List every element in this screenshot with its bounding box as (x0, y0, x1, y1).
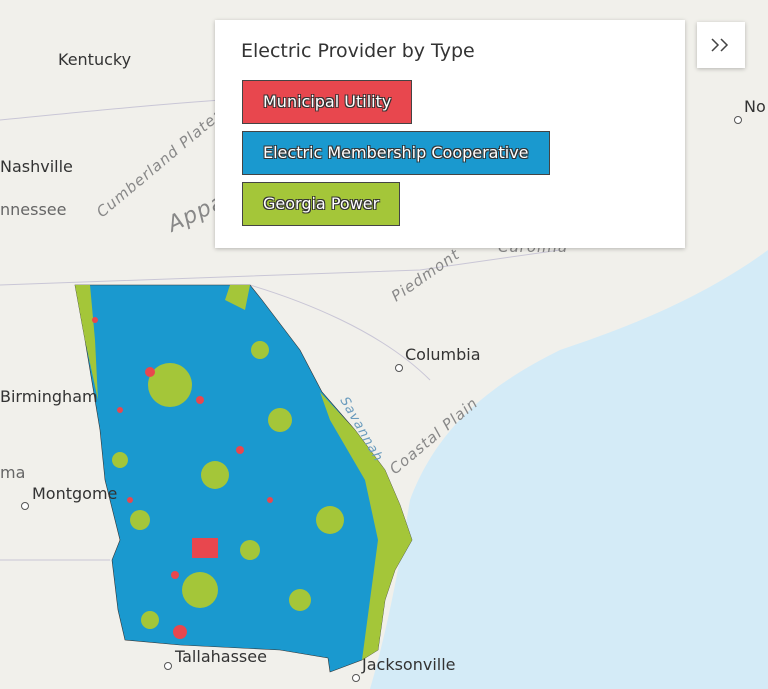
legend-title: Electric Provider by Type (241, 40, 475, 62)
map-label: Kentucky (58, 50, 131, 69)
map-label: Birmingham (0, 387, 98, 406)
collapse-button[interactable] (697, 22, 745, 68)
chevron-icon (711, 38, 729, 52)
map-label: Tallahassee (174, 647, 267, 666)
map-label: ma (0, 463, 25, 482)
municipal-areas (92, 317, 273, 639)
map-label: nnessee (0, 200, 66, 219)
map-label: Jacksonville (361, 655, 456, 674)
legend-panel: Electric Provider by Type Municipal Util… (215, 20, 685, 248)
map-label: No (744, 97, 766, 116)
legend-item[interactable]: Georgia Power (242, 182, 401, 226)
city-dots (21, 116, 742, 682)
ocean (370, 250, 768, 689)
georgia-cooperative (74, 284, 413, 673)
legend-item[interactable]: Municipal Utility (242, 80, 413, 124)
map-label: Columbia (405, 345, 481, 364)
map-label: Piedmont (388, 245, 463, 305)
map-label: Montgome (32, 484, 117, 503)
map-label: Nashville (0, 157, 73, 176)
legend-item[interactable]: Electric Membership Cooperative (242, 131, 550, 175)
georgia-power-areas (75, 285, 412, 660)
